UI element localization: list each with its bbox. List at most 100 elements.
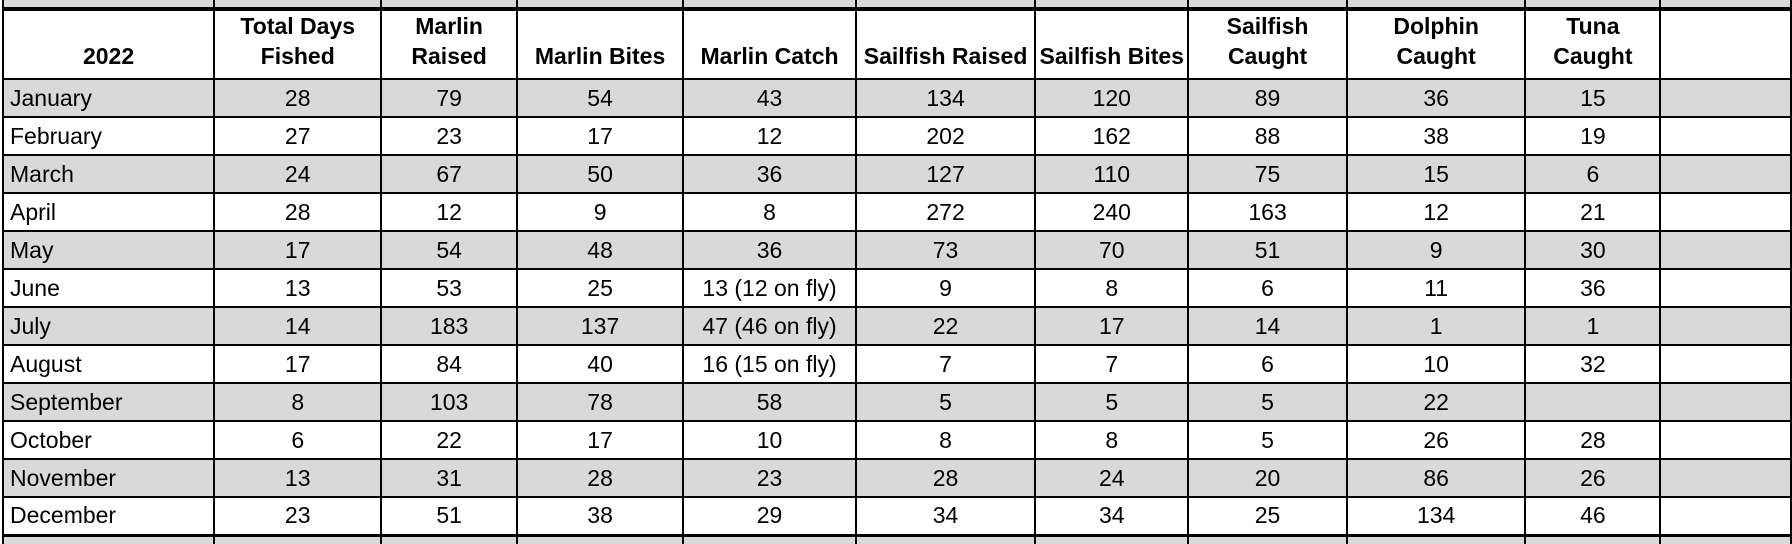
value-cell[interactable]: 36	[682, 230, 857, 270]
value-cell[interactable]: 11	[1345, 268, 1527, 308]
value-cell[interactable]: 240	[1034, 192, 1190, 232]
value-cell[interactable]: 34	[1034, 496, 1190, 537]
value-cell[interactable]: 89	[1187, 78, 1348, 118]
month-cell[interactable]: March	[1, 154, 216, 194]
value-cell[interactable]: 20	[1187, 458, 1348, 498]
value-cell[interactable]: 8	[1034, 420, 1190, 460]
value-cell[interactable]: 27	[213, 116, 383, 156]
header-total-days[interactable]: Total Days Fished	[213, 7, 383, 80]
header-dolphin-caught[interactable]: Dolphin Caught	[1345, 7, 1527, 80]
value-cell[interactable]: 28	[1524, 420, 1662, 460]
value-cell[interactable]: 23	[213, 496, 383, 537]
value-cell[interactable]: 38	[515, 496, 685, 537]
value-cell[interactable]: 8	[682, 192, 857, 232]
value-cell[interactable]: 6	[1187, 344, 1348, 384]
value-cell[interactable]: 25	[515, 268, 685, 308]
header-marlin-bites[interactable]: Marlin Bites	[515, 7, 685, 80]
value-cell[interactable]: 13	[213, 268, 383, 308]
value-cell[interactable]: 6	[1187, 268, 1348, 308]
value-cell[interactable]: 75	[1187, 154, 1348, 194]
header-sailfish-raised[interactable]: Sailfish Raised	[854, 7, 1037, 80]
value-cell[interactable]: 30	[1524, 230, 1662, 270]
value-cell[interactable]: 5	[1034, 382, 1190, 422]
value-cell[interactable]: 46	[1524, 496, 1662, 537]
value-cell[interactable]: 14	[1187, 306, 1348, 346]
month-cell[interactable]: May	[1, 230, 216, 270]
month-cell[interactable]: January	[1, 78, 216, 118]
value-cell[interactable]: 134	[1345, 496, 1527, 537]
value-cell[interactable]: 43	[682, 78, 857, 118]
value-cell[interactable]: 17	[515, 420, 685, 460]
value-cell[interactable]: 22	[380, 420, 518, 460]
value-cell[interactable]: 16 (15 on fly)	[682, 344, 857, 384]
value-cell[interactable]: 31	[380, 458, 518, 498]
value-cell[interactable]: 58	[682, 382, 857, 422]
header-year[interactable]: 2022	[1, 7, 216, 80]
value-cell[interactable]: 12	[380, 192, 518, 232]
value-cell[interactable]: 162	[1034, 116, 1190, 156]
month-cell[interactable]: September	[1, 382, 216, 422]
value-cell[interactable]: 28	[854, 458, 1037, 498]
value-cell[interactable]: 53	[380, 268, 518, 308]
value-cell[interactable]: 17	[213, 344, 383, 384]
value-cell[interactable]: 17	[213, 230, 383, 270]
value-cell[interactable]: 51	[1187, 230, 1348, 270]
value-cell[interactable]: 9	[1345, 230, 1527, 270]
value-cell[interactable]: 202	[854, 116, 1037, 156]
month-cell[interactable]: June	[1, 268, 216, 308]
value-cell[interactable]: 9	[854, 268, 1037, 308]
value-cell[interactable]: 26	[1524, 458, 1662, 498]
value-cell[interactable]: 36	[682, 154, 857, 194]
value-cell[interactable]: 78	[515, 382, 685, 422]
value-cell[interactable]: 272	[854, 192, 1037, 232]
value-cell[interactable]: 73	[854, 230, 1037, 270]
header-marlin-raised[interactable]: Marlin Raised	[380, 7, 518, 80]
value-cell[interactable]: 1	[1524, 306, 1662, 346]
value-cell[interactable]: 13 (12 on fly)	[682, 268, 857, 308]
header-sailfish-bites[interactable]: Sailfish Bites	[1034, 7, 1190, 80]
value-cell[interactable]: 17	[515, 116, 685, 156]
value-cell[interactable]: 103	[380, 382, 518, 422]
value-cell[interactable]: 12	[682, 116, 857, 156]
value-cell[interactable]: 34	[854, 496, 1037, 537]
value-cell[interactable]: 9	[515, 192, 685, 232]
month-cell[interactable]: November	[1, 458, 216, 498]
value-cell[interactable]: 84	[380, 344, 518, 384]
value-cell[interactable]: 28	[213, 192, 383, 232]
month-cell[interactable]: February	[1, 116, 216, 156]
value-cell[interactable]: 54	[515, 78, 685, 118]
value-cell[interactable]: 5	[1187, 420, 1348, 460]
value-cell[interactable]: 47 (46 on fly)	[682, 306, 857, 346]
value-cell[interactable]: 5	[1187, 382, 1348, 422]
value-cell[interactable]: 86	[1345, 458, 1527, 498]
value-cell[interactable]: 36	[1345, 78, 1527, 118]
value-cell[interactable]: 19	[1524, 116, 1662, 156]
value-cell[interactable]: 67	[380, 154, 518, 194]
value-cell[interactable]: 36	[1524, 268, 1662, 308]
value-cell[interactable]: 8	[213, 382, 383, 422]
value-cell[interactable]: 88	[1187, 116, 1348, 156]
value-cell[interactable]: 24	[213, 154, 383, 194]
value-cell[interactable]: 8	[854, 420, 1037, 460]
value-cell[interactable]: 22	[1345, 382, 1527, 422]
value-cell[interactable]: 54	[380, 230, 518, 270]
month-cell[interactable]: August	[1, 344, 216, 384]
month-cell[interactable]: October	[1, 420, 216, 460]
value-cell[interactable]: 10	[682, 420, 857, 460]
value-cell[interactable]: 12	[1345, 192, 1527, 232]
month-cell[interactable]: April	[1, 192, 216, 232]
value-cell[interactable]	[1524, 382, 1662, 422]
value-cell[interactable]: 163	[1187, 192, 1348, 232]
value-cell[interactable]: 13	[213, 458, 383, 498]
header-tuna-caught[interactable]: Tuna Caught	[1524, 7, 1662, 80]
value-cell[interactable]: 25	[1187, 496, 1348, 537]
value-cell[interactable]: 127	[854, 154, 1037, 194]
value-cell[interactable]: 28	[213, 78, 383, 118]
value-cell[interactable]: 29	[682, 496, 857, 537]
value-cell[interactable]: 14	[213, 306, 383, 346]
value-cell[interactable]: 110	[1034, 154, 1190, 194]
value-cell[interactable]: 24	[1034, 458, 1190, 498]
value-cell[interactable]: 51	[380, 496, 518, 537]
value-cell[interactable]: 23	[380, 116, 518, 156]
value-cell[interactable]: 28	[515, 458, 685, 498]
